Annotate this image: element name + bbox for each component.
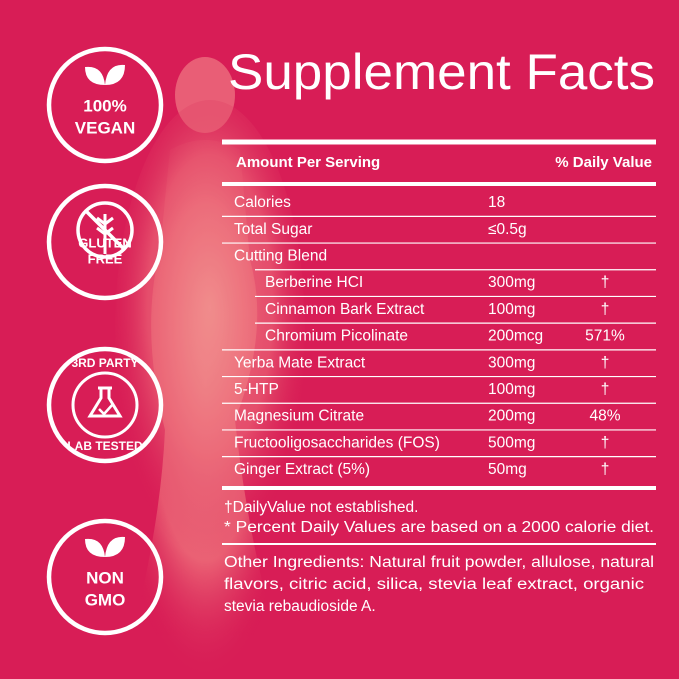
- row-name: 5-HTP: [234, 381, 279, 398]
- row-dv: †: [601, 274, 610, 291]
- row-dv: 571%: [585, 328, 625, 345]
- row-amount: 300mg: [488, 354, 535, 371]
- badge-text: 3RD PARTY: [71, 356, 138, 370]
- row-name: Yerba Mate Extract: [234, 354, 366, 371]
- header-amount: Amount Per Serving: [236, 154, 380, 171]
- badge-text: GMO: [85, 590, 126, 609]
- row-name: Chromium Picolinate: [265, 328, 408, 345]
- row-name: Fructooligosaccharides (FOS): [234, 434, 440, 451]
- title: Supplement Facts: [228, 44, 655, 100]
- row-dv: 48%: [589, 408, 620, 425]
- row-name: Cinnamon Bark Extract: [265, 301, 425, 318]
- row-name: Cutting Blend: [234, 247, 327, 264]
- row-amount: 500mg: [488, 434, 535, 451]
- row-amount: 200mcg: [488, 328, 543, 345]
- badge-text: NON: [86, 568, 124, 587]
- badge-ring: [46, 183, 164, 301]
- row-dv: †: [601, 434, 610, 451]
- row-amount: 18: [488, 194, 505, 211]
- badge-text: FREE: [88, 251, 123, 266]
- badge-text: VEGAN: [75, 118, 135, 137]
- footnote: * Percent Daily Values are based on a 20…: [224, 519, 654, 536]
- row-amount: 200mg: [488, 408, 535, 425]
- badge-ring: [46, 518, 164, 636]
- badge-text: GLUTEN: [78, 235, 131, 250]
- other-ingredients: stevia rebaudioside A.: [224, 598, 376, 615]
- wheat-icon: [96, 214, 114, 254]
- row-name: Ginger Extract (5%): [234, 461, 370, 478]
- row-dv: †: [601, 381, 610, 398]
- badge-text: LAB TESTED: [67, 439, 143, 453]
- leaf-icon: [85, 64, 125, 85]
- row-dv: †: [601, 301, 610, 318]
- row-dv: †: [601, 461, 610, 478]
- row-dv: †: [601, 354, 610, 371]
- row-name: Berberine HCI: [265, 274, 363, 291]
- no-ring: [76, 201, 134, 259]
- other-ingredients: Other Ingredients: Natural fruit powder,…: [224, 554, 654, 571]
- row-amount: ≤0.5g: [488, 221, 527, 238]
- badge-ring: [46, 346, 164, 464]
- leaf-icon: [85, 536, 125, 557]
- other-ingredients: flavors, citric acid, silica, stevia lea…: [224, 576, 644, 593]
- row-amount: 100mg: [488, 381, 535, 398]
- flask-icon: [87, 386, 123, 418]
- header-dv: % Daily Value: [555, 154, 652, 171]
- row-name: Magnesium Citrate: [234, 408, 364, 425]
- rows: Calories 18 Total Sugar ≤0.5g Cutting Blend B…: [222, 194, 656, 478]
- row-amount: 300mg: [488, 274, 535, 291]
- badge-ring: [46, 46, 164, 164]
- footnote: †DailyValue not established.: [224, 499, 418, 516]
- badge-inner-ring: [71, 371, 139, 439]
- badge-text: 100%: [83, 96, 126, 115]
- row-amount: 100mg: [488, 301, 535, 318]
- row-amount: 50mg: [488, 461, 527, 478]
- row-name: Calories: [234, 194, 291, 211]
- table-frame: [222, 139, 656, 545]
- row-name: Total Sugar: [234, 221, 312, 238]
- check-icon: [98, 403, 114, 416]
